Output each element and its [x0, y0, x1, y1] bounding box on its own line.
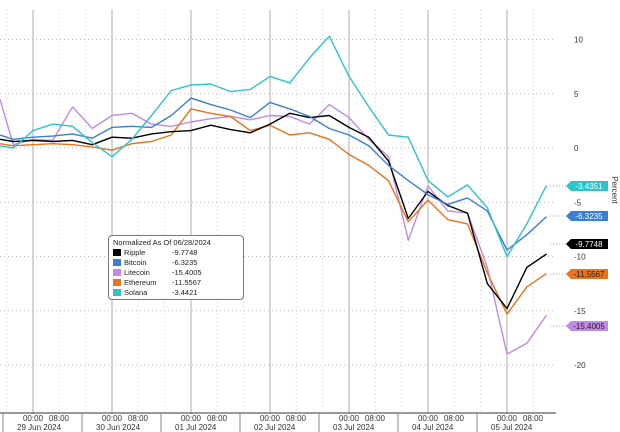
legend-series-name: Solana — [124, 287, 148, 297]
x-tick-time: 08:00 — [365, 414, 386, 423]
legend-item: Ripple -9.7748 — [113, 247, 239, 257]
last-value-text: -9.7748 — [575, 240, 603, 249]
legend-series-value: -3.4421 — [172, 287, 198, 297]
legend-swatch — [113, 288, 121, 296]
series-line-solana — [0, 35, 548, 258]
x-tick-time: 00:00 — [181, 414, 202, 423]
series-line-bitcoin — [0, 97, 547, 251]
x-tick-date: 01 Jul 2024 — [175, 423, 217, 432]
legend-item: Litecoin -15.4005 — [113, 267, 239, 277]
y-axis-label: Percent — [610, 176, 619, 204]
last-value-text: -11.5567 — [574, 270, 606, 279]
legend-series-value: -15.4005 — [172, 267, 202, 277]
y-tick-label: 5 — [574, 90, 579, 99]
last-value-badge — [566, 321, 608, 331]
last-value-label-ripple: -9.7748 — [550, 239, 608, 249]
x-tick-time: 08:00 — [49, 414, 70, 423]
last-value-label-solana: -3.4351 — [550, 181, 608, 191]
legend-swatch — [113, 268, 121, 276]
x-tick-time: 08:00 — [523, 414, 544, 423]
last-value-text: -15.4005 — [573, 322, 605, 331]
last-value-label-bitcoin: -6.3235 — [550, 211, 608, 221]
y-tick-label: 0 — [574, 144, 579, 153]
legend: Normalized As Of 06/28/2024 Ripple -9.774… — [108, 235, 244, 300]
y-tick-label: -20 — [574, 361, 586, 370]
legend-series-name: Ethereum — [124, 277, 157, 287]
x-tick-time: 00:00 — [102, 414, 123, 423]
x-tick-time: 08:00 — [286, 414, 307, 423]
last-value-badge — [566, 269, 608, 279]
x-tick-date: 04 Jul 2024 — [412, 423, 454, 432]
last-value-badge — [566, 181, 608, 191]
x-tick-time: 00:00 — [260, 414, 281, 423]
legend-series-name: Ripple — [124, 247, 146, 257]
x-tick-time: 08:00 — [444, 414, 465, 423]
last-value-label-ethereum: -11.5567 — [550, 269, 608, 279]
legend-series-name: Bitcoin — [124, 257, 147, 267]
x-tick-date: 29 Jun 2024 — [17, 423, 62, 432]
series-line-litecoin — [0, 99, 548, 355]
x-tick-date: 03 Jul 2024 — [333, 423, 375, 432]
x-tick-time: 00:00 — [23, 414, 44, 423]
series-line-ethereum — [0, 108, 547, 315]
x-tick-time: 00:00 — [339, 414, 360, 423]
y-tick-label: -15 — [574, 307, 586, 316]
y-tick-label: 10 — [574, 36, 583, 45]
last-value-text: -6.3235 — [575, 212, 603, 221]
last-value-badge — [566, 211, 608, 221]
x-tick-date: 05 Jul 2024 — [491, 423, 533, 432]
last-value-text: -3.4351 — [575, 182, 603, 191]
series-line-ripple — [0, 112, 547, 310]
legend-series-value: -9.7748 — [172, 247, 198, 257]
legend-series-value: -11.5567 — [172, 277, 202, 287]
legend-swatch — [113, 278, 121, 286]
legend-item: Ethereum -11.5567 — [113, 277, 239, 287]
x-tick-date: 02 Jul 2024 — [254, 423, 296, 432]
legend-swatch — [113, 248, 121, 256]
legend-swatch — [113, 258, 121, 266]
legend-item: Solana -3.4421 — [113, 287, 239, 297]
y-tick-label: -10 — [574, 253, 586, 262]
last-value-badge — [566, 239, 608, 249]
legend-series-value: -6.3235 — [172, 257, 198, 267]
legend-item: Bitcoin -6.3235 — [113, 257, 239, 267]
legend-title: Normalized As Of 06/28/2024 — [113, 238, 211, 247]
y-tick-label: -5 — [574, 198, 582, 207]
x-tick-time: 08:00 — [207, 414, 228, 423]
legend-series-name: Litecoin — [124, 267, 150, 277]
x-tick-time: 00:00 — [497, 414, 518, 423]
x-tick-time: 00:00 — [418, 414, 439, 423]
last-value-label-litecoin: -15.4005 — [550, 321, 608, 331]
x-tick-date: 30 Jun 2024 — [96, 423, 141, 432]
x-tick-time: 08:00 — [128, 414, 149, 423]
